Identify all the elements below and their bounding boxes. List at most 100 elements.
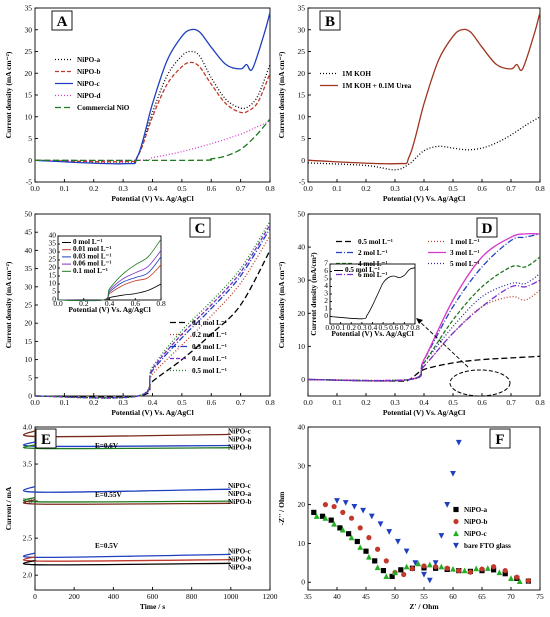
y-tick-label: 20 [298,69,306,78]
data-point [502,567,508,574]
legend-label: NiPO-a [464,506,488,514]
data-point [389,573,395,580]
series-end-label: NiPO-b [228,443,252,451]
x-tick-label: 0.2 [361,184,371,193]
panel-b: 0.0 0.1 0.2 0.3 0.4 0.5 0.6 0.7 0.8 -5 0 5 10 15 20 25 3… [277,4,545,204]
y-tick-label: 0 [52,295,56,304]
x-tick-label: 600 [147,592,159,601]
annotation-label: E=0.5V [95,542,119,550]
data-point [444,502,451,508]
data-point [502,571,508,577]
panel-letter: C [195,221,206,237]
legend-label: 5 mol L⁻¹ [450,260,480,268]
panel-a: 0.0 0.1 0.2 0.3 0.4 0.5 0.6 0.7 0.8 -5 0 5 10 15 20 25 3… [4,4,275,204]
data-point [403,563,410,570]
x-tick-label: 0.3 [390,184,400,193]
y-tick-label: 30 [25,25,33,34]
y-tick-label: 0 [301,375,305,384]
legend-label: NiPO-b [464,518,488,526]
y-tick-label: 40 [298,423,306,432]
data-point [398,567,404,573]
series-nipo-b [22,498,231,505]
y-tick-label: 10 [49,279,57,288]
data-point [455,439,462,446]
legend-label: 0.2 mol L⁻¹ [192,331,227,339]
data-point [313,513,320,519]
series-nipo-a [22,441,231,448]
data-point [432,560,439,566]
x-tick-label: 0.4 [419,184,429,193]
y-tick-label: 30 [298,276,306,285]
series-nipo-b [22,444,231,450]
x-tick-label: 0.5 [177,398,187,407]
x-tick-label: 0.5 [448,184,458,193]
data-point [357,544,364,550]
data-point [467,569,473,575]
y-tick-label: 15 [298,91,306,100]
series-line [307,256,541,382]
x-axis-label: Potential (V) Vs. Ag/AgCl [383,194,465,203]
panel-letter: D [482,221,493,237]
panel-letter-box [51,10,73,31]
series-1m-koh-0-1m-urea [307,12,541,165]
y-tick-label: 6 [324,266,328,275]
y-tick-label: 30 [49,247,57,256]
x-tick-label: 0.0 [53,299,63,308]
x-tick-label: 0.1 [60,398,70,407]
series-line [22,552,231,559]
legend-label: NiPO-c [77,80,101,88]
x-tick-label: 0.8 [156,299,166,308]
legend-label: NiPO-c [464,530,488,538]
data-point [348,534,355,541]
panel-letter: F [495,432,504,448]
legend-label: 0.4 mol L⁻¹ [192,355,227,363]
x-tick-label: 0.3 [118,184,128,193]
data-point [409,566,415,572]
x-tick-label: 40 [333,592,341,601]
data-point [516,578,523,585]
legend-label: 0 mol L⁻¹ [73,238,103,246]
data-point [415,560,422,567]
legend-label: NiPO-d [77,92,101,100]
y-tick-label: 20 [25,319,33,328]
x-tick-label: 0.6 [389,323,399,332]
series-nipo-b [34,61,271,163]
x-tick-label: 0.3 [390,398,400,407]
legend-label: 0.3 mol L⁻¹ [192,343,227,351]
x-tick-label: 0.6 [207,184,217,193]
x-tick-label: 50 [391,592,399,601]
data-point [366,535,372,541]
x-tick-label: 200 [69,592,81,601]
data-point [322,502,328,508]
y-tick-label: 10 [298,342,306,351]
data-point [374,564,381,571]
legend-label: 0.06 mol L⁻¹ [73,260,112,268]
x-tick-label: 0.1 [336,323,346,332]
y-tick-label: 0 [324,311,328,320]
x-tick-label: 0.6 [131,299,141,308]
legend-label: Commercial NiO [77,104,130,112]
y-tick-label: 35 [298,4,306,13]
series-line [307,355,541,382]
y-tick-label: 5 [301,134,305,143]
data-point [479,566,485,572]
y-tick-label: 20 [49,263,57,272]
legend-label: 0.01 mol L⁻¹ [73,245,112,253]
legend-label: 1M KOH + 0.1M Urea [342,82,412,90]
panel-letter: E [41,432,51,448]
x-tick-label: 70 [507,592,515,601]
series-line [22,496,231,503]
x-tick-label: 1200 [263,592,278,601]
series-1m-koh [307,116,541,171]
series-line [22,444,231,450]
x-tick-label: 0.7 [400,323,410,332]
x-tick-label: 0.5 [177,184,187,193]
x-tick-label: 800 [186,592,198,601]
series-line [307,116,541,171]
data-point [484,565,491,571]
y-tick-label: 40 [298,243,306,252]
legend-label: 0.03 mol L⁻¹ [73,252,112,260]
series-0-1-mol-l- [34,250,271,398]
x-tick-label: 0.0 [303,398,313,407]
